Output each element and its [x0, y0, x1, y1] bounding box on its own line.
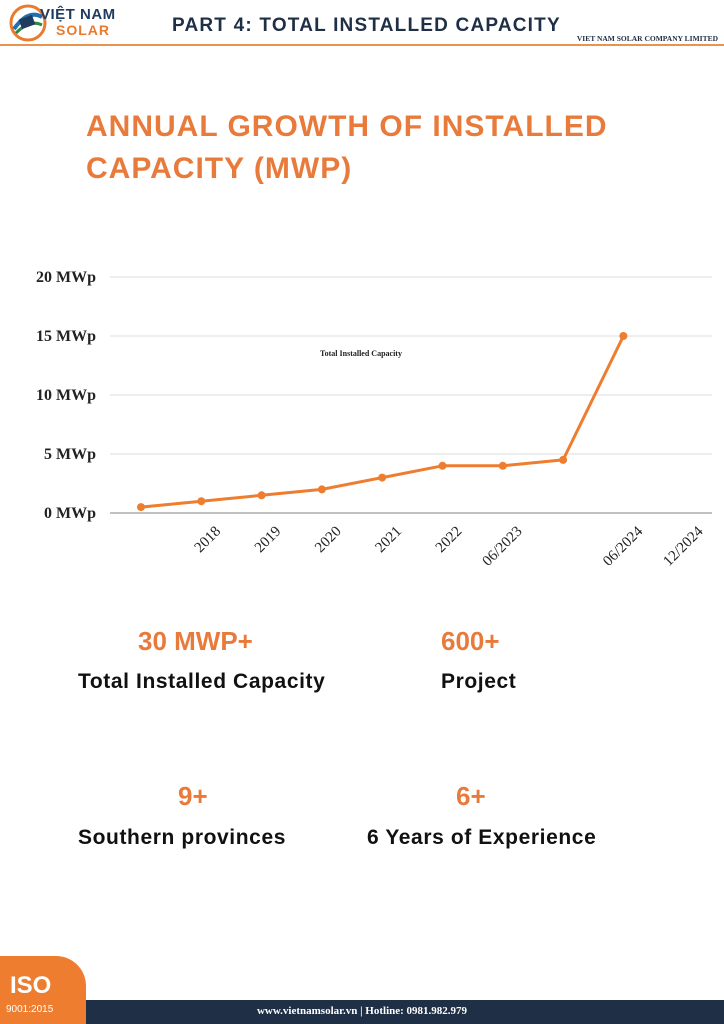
logo-line1: VIỆT NAM — [40, 6, 116, 23]
iso-standard: 9001:2015 — [6, 1004, 54, 1015]
iso-badge — [0, 956, 86, 1024]
data-point — [438, 461, 447, 470]
main-title: ANNUAL GROWTH OF INSTALLED CAPACITY (MWP… — [86, 110, 608, 185]
stat-value-projects: 600+ — [441, 626, 500, 656]
header-divider — [0, 44, 724, 46]
data-point — [559, 455, 568, 464]
company-name: VIET NAM SOLAR COMPANY LIMITED — [576, 34, 718, 43]
legend-label: Total Installed Capacity — [320, 349, 402, 358]
data-point — [619, 332, 628, 340]
x-tick-label: 06/2024 — [600, 523, 646, 569]
y-tick-label: 5 MWp — [44, 446, 96, 463]
stat-label-capacity: Total Installed Capacity — [78, 670, 326, 693]
logo-line2: SOLAR — [56, 22, 110, 38]
x-tick-label: 2020 — [312, 524, 345, 557]
data-point — [498, 461, 507, 470]
x-tick-label: 2019 — [252, 524, 285, 557]
data-point — [317, 485, 326, 494]
x-tick-label: 12/2024 — [660, 523, 706, 569]
stat-label-experience: 6 Years of Experience — [367, 826, 597, 849]
x-tick-label: 2018 — [192, 524, 225, 557]
data-point — [137, 503, 145, 512]
iso-label: ISO — [10, 972, 52, 999]
data-point — [378, 473, 387, 482]
stat-value-provinces: 9+ — [178, 781, 208, 811]
capacity-line-chart: 0 MWp 5 MWp 10 MWp 15 MWp 20 MWp 2018 2019 2020… — [36, 269, 712, 570]
y-tick-label: 10 MWp — [36, 387, 96, 404]
stat-value-capacity: 30 MWP+ — [138, 626, 253, 656]
data-point — [257, 491, 266, 500]
page-header: VIỆT NAM SOLAR PART 4: TOTAL INSTALLED C… — [0, 0, 724, 48]
data-point — [197, 497, 206, 506]
footer-contact: www.vietnamsolar.vn | Hotline: 0981.982.… — [256, 1005, 468, 1017]
x-tick-label: 2021 — [373, 524, 406, 557]
part-title: PART 4: TOTAL INSTALLED CAPACITY — [172, 15, 561, 36]
x-tick-label: 06/2023 — [480, 524, 526, 570]
vietnam-solar-logo — [9, 4, 47, 42]
stat-label-projects: Project — [441, 670, 517, 693]
stat-value-experience: 6+ — [456, 781, 486, 811]
stat-label-provinces: Southern provinces — [78, 826, 287, 849]
x-tick-label: 2022 — [433, 524, 466, 557]
y-tick-label: 20 MWp — [36, 269, 96, 286]
footer-bar — [0, 1000, 724, 1024]
y-tick-label: 0 MWp — [44, 505, 96, 522]
y-tick-label: 15 MWp — [36, 328, 96, 345]
